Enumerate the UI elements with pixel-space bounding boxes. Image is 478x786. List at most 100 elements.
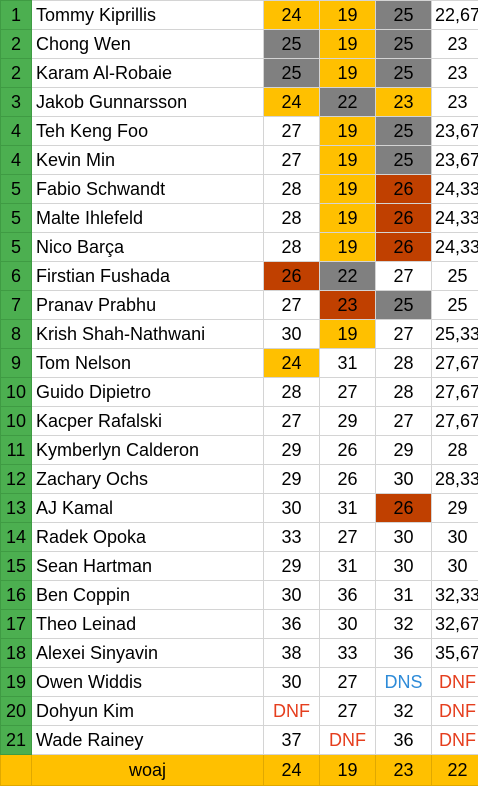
round-3-cell: 27 xyxy=(376,262,432,291)
round-3-cell: 29 xyxy=(376,436,432,465)
name-cell: Theo Leinad xyxy=(32,610,264,639)
name-cell: Sean Hartman xyxy=(32,552,264,581)
footer-rank-cell xyxy=(1,755,32,786)
round-3-cell: 36 xyxy=(376,639,432,668)
rank-cell: 4 xyxy=(1,146,32,175)
round-2-cell: 33 xyxy=(320,639,376,668)
name-cell: Krish Shah-Nathwani xyxy=(32,320,264,349)
round-2-cell: 36 xyxy=(320,581,376,610)
rank-cell: 10 xyxy=(1,378,32,407)
round-3-cell: 32 xyxy=(376,610,432,639)
round-2-cell: 27 xyxy=(320,668,376,697)
round-3-cell: 25 xyxy=(376,291,432,320)
name-cell: Kacper Rafalski xyxy=(32,407,264,436)
round-1-cell: DNF xyxy=(264,697,320,726)
round-2-cell: 19 xyxy=(320,59,376,88)
round-1-cell: 29 xyxy=(264,465,320,494)
round-1-cell: 36 xyxy=(264,610,320,639)
rank-cell: 8 xyxy=(1,320,32,349)
footer-round-1: 24 xyxy=(264,755,320,786)
round-2-cell: 26 xyxy=(320,436,376,465)
round-2-cell: 19 xyxy=(320,117,376,146)
round-2-cell: 27 xyxy=(320,697,376,726)
round-1-cell: 28 xyxy=(264,204,320,233)
name-cell: Zachary Ochs xyxy=(32,465,264,494)
round-3-cell: 28 xyxy=(376,378,432,407)
rank-cell: 12 xyxy=(1,465,32,494)
round-1-cell: 30 xyxy=(264,668,320,697)
footer-round-2: 19 xyxy=(320,755,376,786)
round-2-cell: 27 xyxy=(320,378,376,407)
average-cell: 28 xyxy=(432,436,478,465)
average-cell: 27,67 xyxy=(432,349,478,378)
rank-cell: 14 xyxy=(1,523,32,552)
round-3-cell: DNS xyxy=(376,668,432,697)
round-2-cell: 29 xyxy=(320,407,376,436)
footer-round-3: 23 xyxy=(376,755,432,786)
average-cell: 29 xyxy=(432,494,478,523)
name-cell: Wade Rainey xyxy=(32,726,264,755)
round-1-cell: 24 xyxy=(264,349,320,378)
name-cell: Fabio Schwandt xyxy=(32,175,264,204)
average-cell: 30 xyxy=(432,523,478,552)
round-2-cell: 22 xyxy=(320,88,376,117)
name-cell: Malte Ihlefeld xyxy=(32,204,264,233)
average-cell: 25 xyxy=(432,262,478,291)
round-1-cell: 27 xyxy=(264,291,320,320)
round-3-cell: 28 xyxy=(376,349,432,378)
name-cell: Dohyun Kim xyxy=(32,697,264,726)
average-cell: 32,33 xyxy=(432,581,478,610)
rank-cell: 21 xyxy=(1,726,32,755)
round-2-cell: DNF xyxy=(320,726,376,755)
round-1-cell: 27 xyxy=(264,146,320,175)
rank-cell: 5 xyxy=(1,204,32,233)
rank-cell: 3 xyxy=(1,88,32,117)
round-3-cell: 30 xyxy=(376,523,432,552)
round-2-cell: 26 xyxy=(320,465,376,494)
average-cell: DNF xyxy=(432,726,478,755)
round-3-cell: 23 xyxy=(376,88,432,117)
average-cell: 24,33 xyxy=(432,175,478,204)
rank-cell: 4 xyxy=(1,117,32,146)
round-2-cell: 19 xyxy=(320,204,376,233)
footer-label: woaj xyxy=(32,755,264,786)
average-cell: DNF xyxy=(432,668,478,697)
name-cell: Kymberlyn Calderon xyxy=(32,436,264,465)
round-2-cell: 19 xyxy=(320,233,376,262)
rank-cell: 13 xyxy=(1,494,32,523)
round-2-cell: 19 xyxy=(320,175,376,204)
name-cell: Firstian Fushada xyxy=(32,262,264,291)
round-1-cell: 24 xyxy=(264,1,320,30)
round-1-cell: 33 xyxy=(264,523,320,552)
name-cell: Kevin Min xyxy=(32,146,264,175)
round-3-cell: 26 xyxy=(376,175,432,204)
round-2-cell: 30 xyxy=(320,610,376,639)
round-2-cell: 19 xyxy=(320,30,376,59)
round-3-cell: 27 xyxy=(376,320,432,349)
name-cell: AJ Kamal xyxy=(32,494,264,523)
round-3-cell: 30 xyxy=(376,552,432,581)
name-cell: Tom Nelson xyxy=(32,349,264,378)
round-1-cell: 28 xyxy=(264,378,320,407)
average-cell: 35,67 xyxy=(432,639,478,668)
round-2-cell: 19 xyxy=(320,146,376,175)
rank-cell: 7 xyxy=(1,291,32,320)
round-3-cell: 31 xyxy=(376,581,432,610)
round-2-cell: 31 xyxy=(320,552,376,581)
name-cell: Karam Al-Robaie xyxy=(32,59,264,88)
round-2-cell: 31 xyxy=(320,349,376,378)
round-1-cell: 27 xyxy=(264,407,320,436)
